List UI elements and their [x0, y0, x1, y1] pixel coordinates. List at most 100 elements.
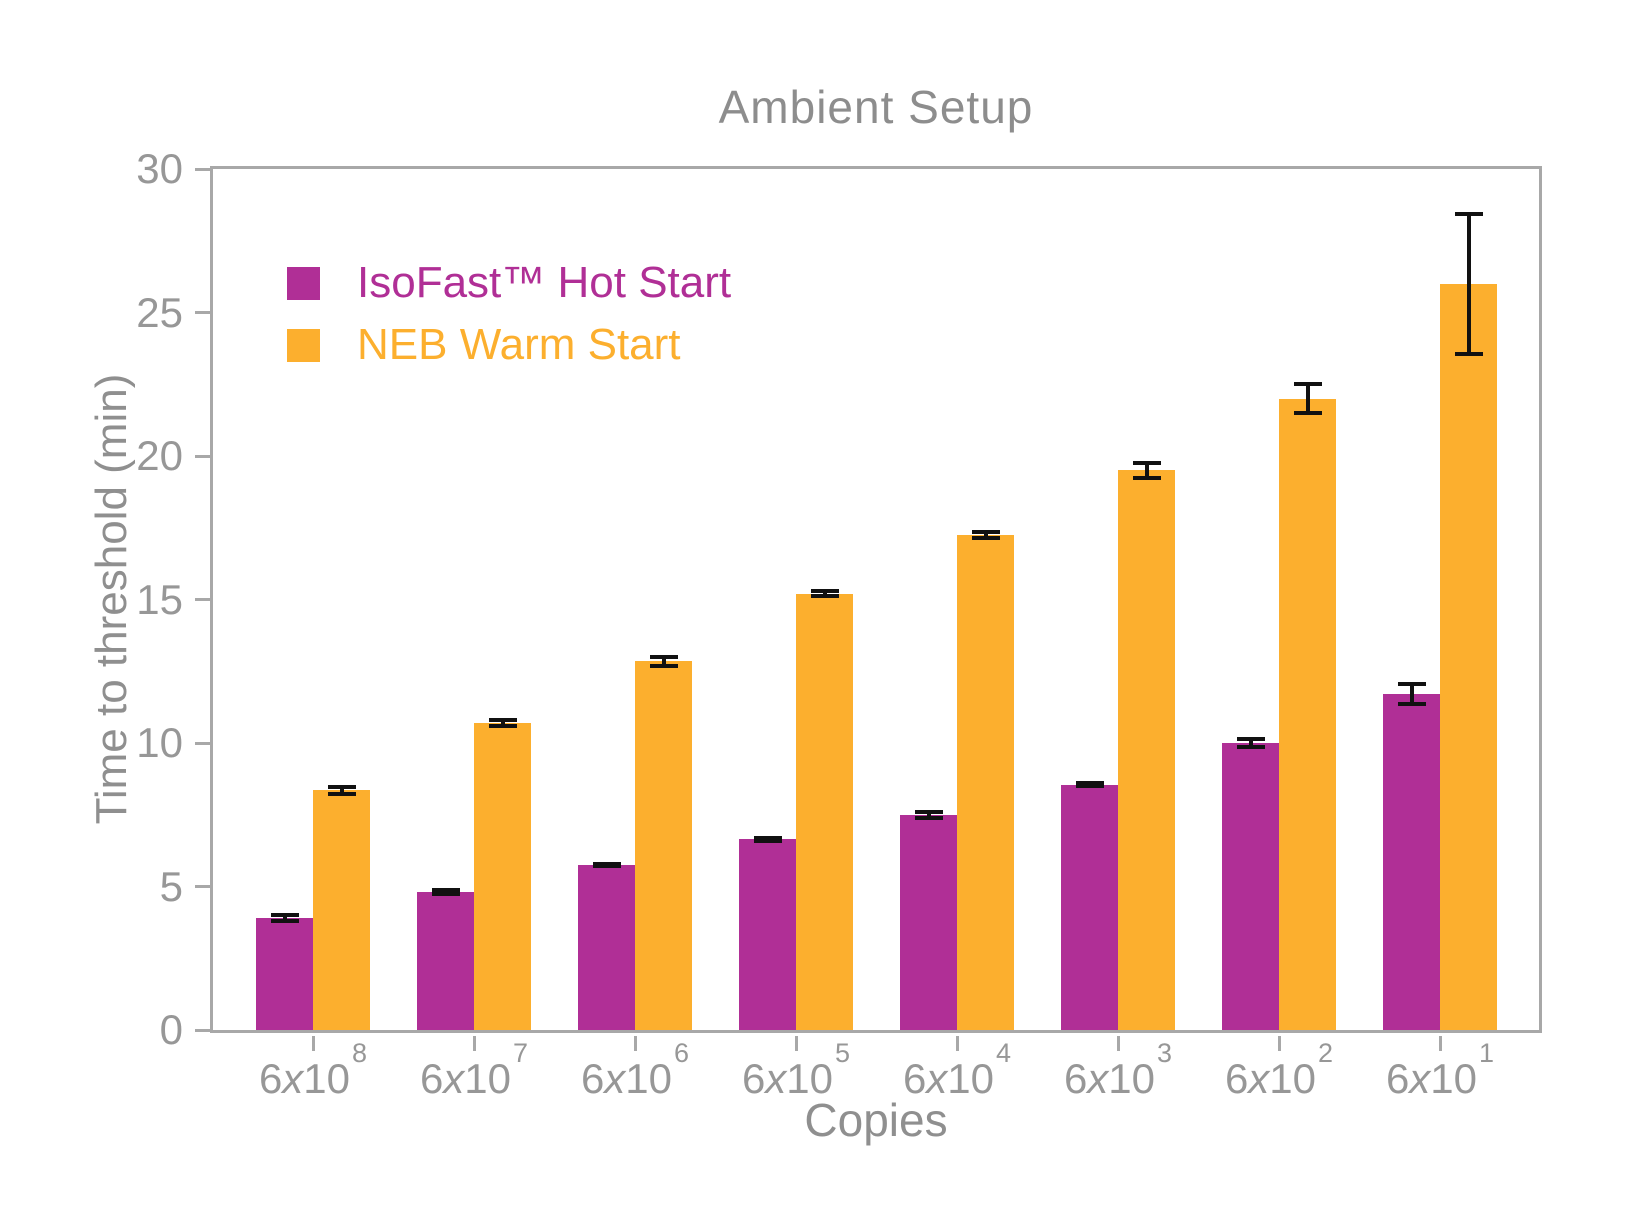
legend-item: NEB Warm Start — [287, 314, 731, 376]
error-bar-cap — [971, 530, 1000, 535]
error-bar-cap — [1397, 702, 1426, 707]
error-bar-cap — [649, 663, 678, 668]
error-bar-cap — [431, 888, 460, 893]
bar-isofast-7 — [1383, 694, 1440, 1030]
y-tick-label: 5 — [159, 862, 183, 910]
y-tick-label: 15 — [136, 575, 183, 623]
x-tick-label: 6x102 — [1224, 1038, 1334, 1102]
bar-isofast-2 — [578, 864, 635, 1030]
error-bar-cap — [810, 594, 839, 599]
error-bar-cap — [914, 815, 943, 820]
error-bar-line — [983, 532, 988, 538]
legend-label: NEB Warm Start — [357, 320, 681, 369]
error-bar-cap — [1454, 352, 1483, 357]
error-bar-line — [1305, 384, 1310, 413]
bar-neb-0 — [313, 790, 370, 1030]
y-tick-label: 25 — [136, 288, 183, 336]
x-tick-mark — [1277, 1036, 1281, 1051]
error-bar-line — [1466, 213, 1471, 355]
bar-isofast-5 — [1061, 784, 1118, 1030]
x-tick-label: 6x106 — [580, 1038, 690, 1102]
y-tick-label: 30 — [136, 145, 183, 192]
legend: IsoFast™ Hot Start NEB Warm Start — [287, 252, 731, 376]
error-bar-cap — [753, 835, 782, 840]
y-tick-mark — [195, 311, 210, 314]
error-bar-cap — [270, 913, 299, 918]
error-bar-line — [1248, 738, 1253, 748]
y-tick-label: 20 — [136, 432, 183, 479]
error-bar-cap — [1075, 781, 1104, 786]
y-tick-mark — [195, 167, 210, 171]
error-bar-cap — [810, 589, 839, 594]
bar-isofast-4 — [900, 814, 957, 1030]
bar-neb-2 — [635, 661, 692, 1030]
error-bar-cap — [649, 654, 678, 659]
error-bar-cap — [1075, 784, 1104, 789]
error-bar-line — [822, 591, 827, 597]
x-tick-mark — [311, 1036, 315, 1051]
error-bar-cap — [914, 809, 943, 814]
error-bar-line — [926, 811, 931, 818]
error-bar-cap — [1236, 745, 1265, 750]
error-bar-line — [1409, 684, 1414, 705]
plot-area: 0 5 10 15 20 25 30 6x108 6x107 6x106 6x105 6x104 6x1… — [136, 145, 1542, 1102]
bar-isofast-6 — [1222, 743, 1279, 1030]
error-bar-cap — [1454, 211, 1483, 216]
error-bar-cap — [1397, 682, 1426, 687]
y-tick-mark — [195, 1028, 210, 1032]
x-tick-mark — [1116, 1036, 1120, 1051]
x-tick-label: 6x105 — [741, 1038, 851, 1102]
y-tick-mark — [195, 454, 210, 458]
error-bar-cap — [488, 723, 517, 728]
x-tick-label: 6x101 — [1385, 1038, 1495, 1102]
error-bar-cap — [327, 791, 356, 796]
error-bar-cap — [1132, 475, 1161, 480]
error-bar-line — [661, 656, 666, 666]
error-bar-cap — [1236, 736, 1265, 741]
y-tick-label: 10 — [136, 719, 183, 766]
bar-neb-4 — [957, 534, 1014, 1030]
y-tick-mark — [195, 741, 210, 745]
x-tick-label: 6x108 — [258, 1038, 368, 1102]
bar-isofast-0 — [256, 918, 313, 1030]
error-bar-line — [282, 915, 287, 921]
y-tick-label: 0 — [159, 1006, 183, 1053]
error-bar-cap — [1293, 410, 1322, 415]
legend-swatch-icon — [287, 328, 320, 362]
bar-neb-5 — [1118, 470, 1175, 1030]
bar-neb-3 — [796, 593, 853, 1030]
error-bar-cap — [431, 892, 460, 897]
bar-isofast-1 — [417, 892, 474, 1030]
error-bar-line — [1144, 463, 1149, 478]
y-tick-mark — [195, 885, 210, 888]
error-bar-cap — [488, 718, 517, 723]
x-axis-label: Copies — [804, 1094, 948, 1146]
error-bar-cap — [327, 784, 356, 789]
error-bar-cap — [1293, 382, 1322, 387]
x-tick-mark — [633, 1036, 637, 1051]
x-tick-mark — [472, 1036, 476, 1051]
bar-neb-1 — [474, 722, 531, 1030]
error-bar-cap — [270, 918, 299, 923]
x-tick-mark — [794, 1036, 798, 1051]
bar-neb-6 — [1279, 398, 1336, 1030]
error-bar-line — [339, 786, 344, 794]
x-tick-label: 6x104 — [902, 1038, 1012, 1102]
error-bar-line — [500, 720, 505, 726]
chart-title: Ambient Setup — [718, 81, 1034, 133]
x-tick-mark — [1438, 1036, 1442, 1051]
y-tick-mark — [195, 598, 210, 601]
error-bar-cap — [971, 535, 1000, 540]
error-bar-line — [443, 890, 448, 895]
x-tick-label: 6x107 — [419, 1038, 529, 1102]
error-bar-cap — [592, 861, 621, 866]
x-tick-label: 6x103 — [1063, 1038, 1173, 1102]
error-bar-cap — [753, 838, 782, 843]
x-tick-mark — [955, 1036, 959, 1051]
legend-label: IsoFast™ Hot Start — [357, 258, 732, 307]
bar-neb-7 — [1440, 283, 1497, 1030]
legend-item: IsoFast™ Hot Start — [287, 252, 731, 314]
error-bar-cap — [592, 864, 621, 869]
legend-swatch-icon — [287, 266, 320, 300]
